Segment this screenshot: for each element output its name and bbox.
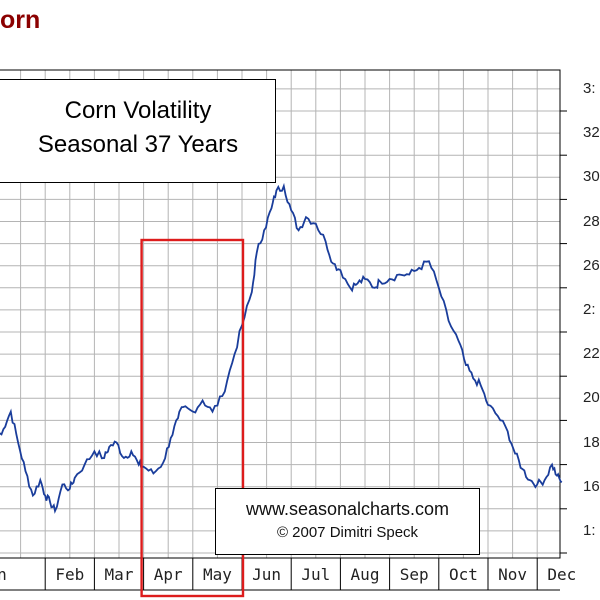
y-tick-label: 18 (583, 433, 600, 451)
y-tick-label: 32 (583, 124, 600, 142)
y-tick-label: 20 (583, 389, 600, 407)
month-label: Mar (104, 565, 134, 584)
month-label: Jul (301, 565, 331, 584)
plot-border (0, 69, 561, 559)
series-line-corn-volatility (0, 182, 563, 514)
month-label: Dec (547, 565, 577, 584)
chart-title-line-1: Corn Volatility (64, 97, 212, 124)
page-title: orn (0, 6, 41, 34)
credit-box: www.seasonalcharts.com © 2007 Dimitri Sp… (215, 488, 480, 555)
month-label: May (202, 565, 232, 584)
month-label: n (0, 565, 7, 584)
credit-url: www.seasonalcharts.com (245, 499, 450, 519)
highlight-box (140, 238, 245, 598)
chart-title-line-2: Seasonal 37 Years (37, 131, 239, 158)
y-tick-label: 30 (583, 168, 600, 186)
month-label: Nov (498, 565, 528, 584)
month-label: Sep (399, 565, 429, 584)
month-label: Feb (55, 565, 85, 584)
month-label: Jun (252, 565, 282, 584)
month-label: Oct (448, 565, 478, 584)
credit-copyright: © 2007 Dimitri Speck (276, 524, 419, 541)
month-label: Apr (153, 565, 183, 584)
y-tick-label: 2: (583, 300, 596, 318)
y-tick-label: 26 (583, 256, 600, 274)
month-label: Aug (350, 565, 380, 584)
y-tick-label: 3: (583, 79, 596, 97)
y-tick-label: 16 (583, 477, 600, 495)
y-tick-label: 28 (583, 212, 600, 230)
chart-title-box: Corn Volatility Seasonal 37 Years (0, 79, 276, 183)
y-tick-marks (560, 110, 567, 554)
y-tick-label: 1: (583, 521, 596, 539)
y-tick-label: 22 (583, 345, 600, 363)
